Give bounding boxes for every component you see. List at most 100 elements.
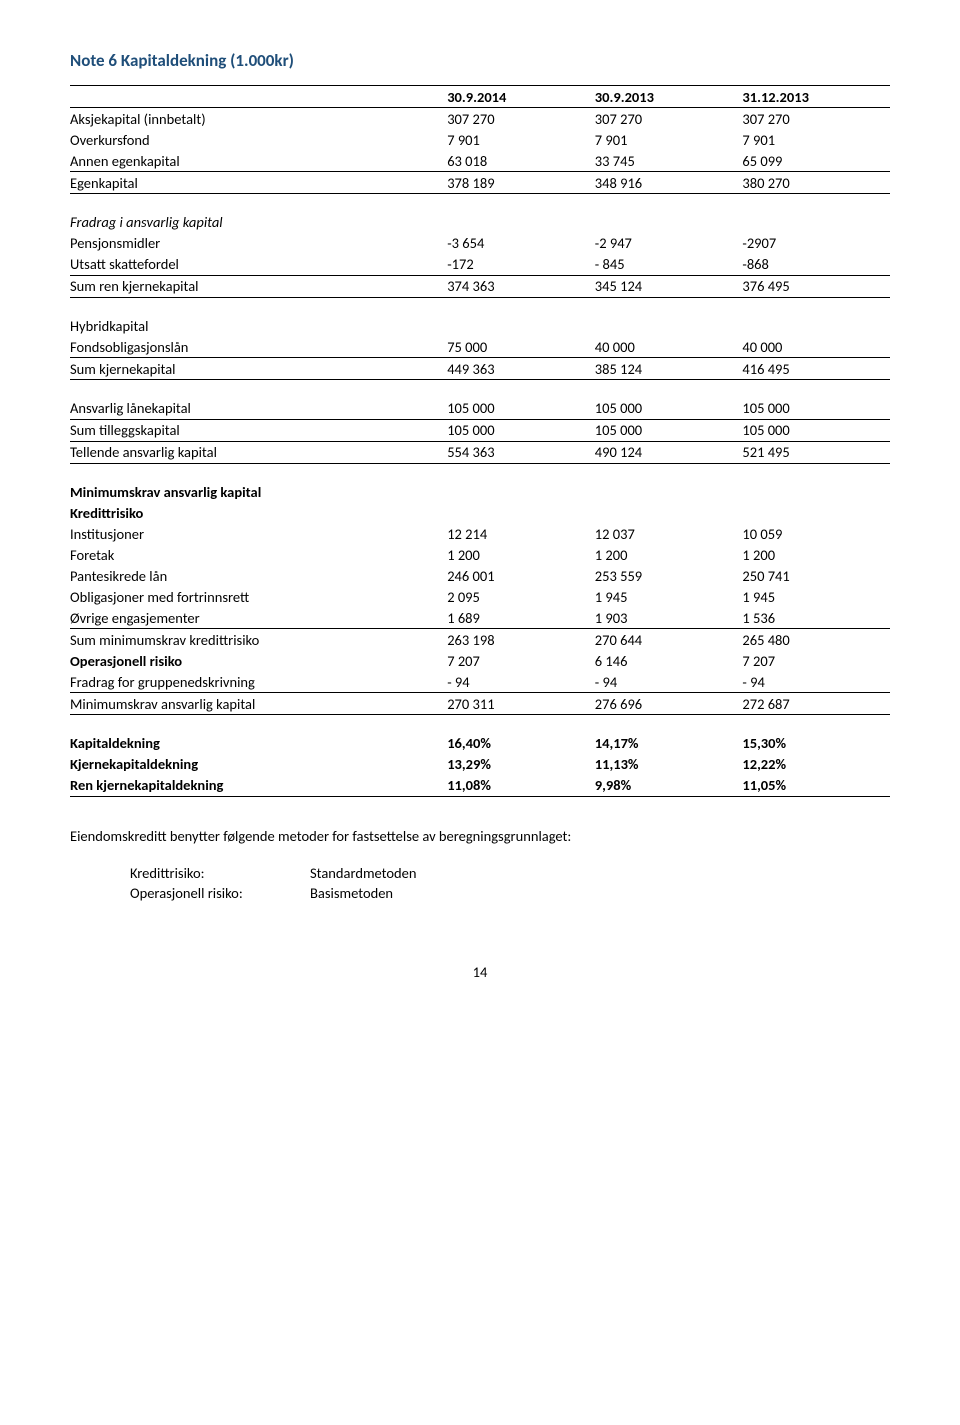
cell-v1: 16,40% bbox=[447, 733, 595, 754]
row-utsatt-skattefordel: Utsatt skattefordel -172 - 845 -868 bbox=[70, 254, 890, 276]
cell-label: Minimumskrav ansvarlig kapital bbox=[70, 693, 447, 715]
cell-v1: 13,29% bbox=[447, 754, 595, 775]
cell-label: Pantesikrede lån bbox=[70, 565, 447, 586]
cell-v1: 374 363 bbox=[447, 275, 595, 297]
cell-label: Hybridkapital bbox=[70, 315, 447, 336]
cell-v3: -868 bbox=[742, 254, 890, 276]
method-value: Basismetoden bbox=[310, 883, 950, 903]
cell-v1: 7 901 bbox=[447, 129, 595, 150]
cell-v1: 1 200 bbox=[447, 544, 595, 565]
cell-v1: 7 207 bbox=[447, 650, 595, 671]
row-kjernekapitaldekning: Kjernekapitaldekning 13,29% 11,13% 12,22… bbox=[70, 754, 890, 775]
cell-label: Øvrige engasjementer bbox=[70, 607, 447, 629]
cell-v1: 2 095 bbox=[447, 586, 595, 607]
row-kredittrisiko-heading: Kredittrisiko bbox=[70, 502, 890, 523]
row-egenkapital: Egenkapital 378 189 348 916 380 270 bbox=[70, 172, 890, 194]
cell-label: Sum kjernekapital bbox=[70, 358, 447, 380]
footer-paragraph: Eiendomskreditt benytter følgende metode… bbox=[70, 827, 890, 845]
cell-v2: 348 916 bbox=[595, 172, 743, 194]
method-label: Operasjonell risiko: bbox=[130, 883, 310, 903]
cell-v2: 276 696 bbox=[595, 693, 743, 715]
row-foretak: Foretak 1 200 1 200 1 200 bbox=[70, 544, 890, 565]
row-ovrige-engasjementer: Øvrige engasjementer 1 689 1 903 1 536 bbox=[70, 607, 890, 629]
cell-v2: 14,17% bbox=[595, 733, 743, 754]
cell-v3: 1 536 bbox=[742, 607, 890, 629]
col-2-header: 30.9.2013 bbox=[595, 86, 743, 108]
cell-v2: 1 200 bbox=[595, 544, 743, 565]
cell-v3: 11,05% bbox=[742, 775, 890, 797]
row-sum-tilleggskapital: Sum tilleggskapital 105 000 105 000 105 … bbox=[70, 419, 890, 441]
cell-label: Ansvarlig lånekapital bbox=[70, 398, 447, 420]
page-number: 14 bbox=[70, 963, 890, 981]
cell-v3: 65 099 bbox=[742, 150, 890, 172]
cell-v2: 7 901 bbox=[595, 129, 743, 150]
cell-v3: 265 480 bbox=[742, 629, 890, 651]
row-ansvarlig-lanekapital: Ansvarlig lånekapital 105 000 105 000 10… bbox=[70, 398, 890, 420]
method-row-kredittrisiko: Kredittrisiko: Standardmetoden bbox=[130, 863, 950, 883]
row-operasjonell-risiko: Operasjonell risiko 7 207 6 146 7 207 bbox=[70, 650, 890, 671]
row-pensjonsmidler: Pensjonsmidler -3 654 -2 947 -2907 bbox=[70, 233, 890, 254]
cell-v2: 307 270 bbox=[595, 108, 743, 130]
note-title: Note 6 Kapitaldekning (1.000kr) bbox=[70, 50, 890, 71]
method-value: Standardmetoden bbox=[310, 863, 950, 883]
cell-v1: 105 000 bbox=[447, 398, 595, 420]
row-ren-kjernekapitaldekning: Ren kjernekapitaldekning 11,08% 9,98% 11… bbox=[70, 775, 890, 797]
cell-v1: 105 000 bbox=[447, 419, 595, 441]
cell-v1: 12 214 bbox=[447, 523, 595, 544]
row-aksjekapital: Aksjekapital (innbetalt) 307 270 307 270… bbox=[70, 108, 890, 130]
cell-v3: - 94 bbox=[742, 671, 890, 693]
row-minimumskrav-ansvarlig-kapital: Minimumskrav ansvarlig kapital 270 311 2… bbox=[70, 693, 890, 715]
cell-v1: -172 bbox=[447, 254, 595, 276]
cell-v2: 9,98% bbox=[595, 775, 743, 797]
cell-v3: 307 270 bbox=[742, 108, 890, 130]
cell-v3: 7 207 bbox=[742, 650, 890, 671]
cell-v3: 105 000 bbox=[742, 419, 890, 441]
row-institusjoner: Institusjoner 12 214 12 037 10 059 bbox=[70, 523, 890, 544]
cell-v2: 253 559 bbox=[595, 565, 743, 586]
cell-v2: - 94 bbox=[595, 671, 743, 693]
cell-v2: 270 644 bbox=[595, 629, 743, 651]
kapitaldekning-table: 30.9.2014 30.9.2013 31.12.2013 Aksjekapi… bbox=[70, 85, 890, 797]
cell-v2: -2 947 bbox=[595, 233, 743, 254]
method-row-operasjonell: Operasjonell risiko: Basismetoden bbox=[130, 883, 950, 903]
cell-v1: 270 311 bbox=[447, 693, 595, 715]
cell-v1: 11,08% bbox=[447, 775, 595, 797]
cell-v3: 12,22% bbox=[742, 754, 890, 775]
cell-v2: 40 000 bbox=[595, 336, 743, 358]
cell-v3: 250 741 bbox=[742, 565, 890, 586]
cell-v2: 385 124 bbox=[595, 358, 743, 380]
cell-v3: 1 945 bbox=[742, 586, 890, 607]
row-sum-kjernekapital: Sum kjernekapital 449 363 385 124 416 49… bbox=[70, 358, 890, 380]
cell-v2: 33 745 bbox=[595, 150, 743, 172]
method-label: Kredittrisiko: bbox=[130, 863, 310, 883]
cell-v1: 449 363 bbox=[447, 358, 595, 380]
cell-label: Sum minimumskrav kredittrisiko bbox=[70, 629, 447, 651]
cell-v1: 263 198 bbox=[447, 629, 595, 651]
row-fradrag-gruppenedskrivning: Fradrag for gruppenedskrivning - 94 - 94… bbox=[70, 671, 890, 693]
cell-label: Tellende ansvarlig kapital bbox=[70, 441, 447, 463]
cell-label: Kapitaldekning bbox=[70, 733, 447, 754]
cell-v1: 63 018 bbox=[447, 150, 595, 172]
row-obligasjoner: Obligasjoner med fortrinnsrett 2 095 1 9… bbox=[70, 586, 890, 607]
cell-v2: 1 903 bbox=[595, 607, 743, 629]
cell-label: Aksjekapital (innbetalt) bbox=[70, 108, 447, 130]
cell-v1: 1 689 bbox=[447, 607, 595, 629]
cell-label: Overkursfond bbox=[70, 129, 447, 150]
cell-v2: 105 000 bbox=[595, 419, 743, 441]
cell-v1: 246 001 bbox=[447, 565, 595, 586]
cell-v3: 416 495 bbox=[742, 358, 890, 380]
cell-v1: 554 363 bbox=[447, 441, 595, 463]
row-sum-ren-kjernekapital: Sum ren kjernekapital 374 363 345 124 37… bbox=[70, 275, 890, 297]
cell-label: Sum tilleggskapital bbox=[70, 419, 447, 441]
row-kapitaldekning: Kapitaldekning 16,40% 14,17% 15,30% bbox=[70, 733, 890, 754]
cell-v2: 6 146 bbox=[595, 650, 743, 671]
cell-v2: 105 000 bbox=[595, 398, 743, 420]
cell-v3: 272 687 bbox=[742, 693, 890, 715]
cell-v3: 105 000 bbox=[742, 398, 890, 420]
methods-list: Kredittrisiko: Standardmetoden Operasjon… bbox=[130, 863, 950, 903]
cell-label: Sum ren kjernekapital bbox=[70, 275, 447, 297]
cell-label: Fradrag i ansvarlig kapital bbox=[70, 212, 447, 233]
cell-v3: -2907 bbox=[742, 233, 890, 254]
cell-label: Operasjonell risiko bbox=[70, 650, 447, 671]
cell-label: Utsatt skattefordel bbox=[70, 254, 447, 276]
